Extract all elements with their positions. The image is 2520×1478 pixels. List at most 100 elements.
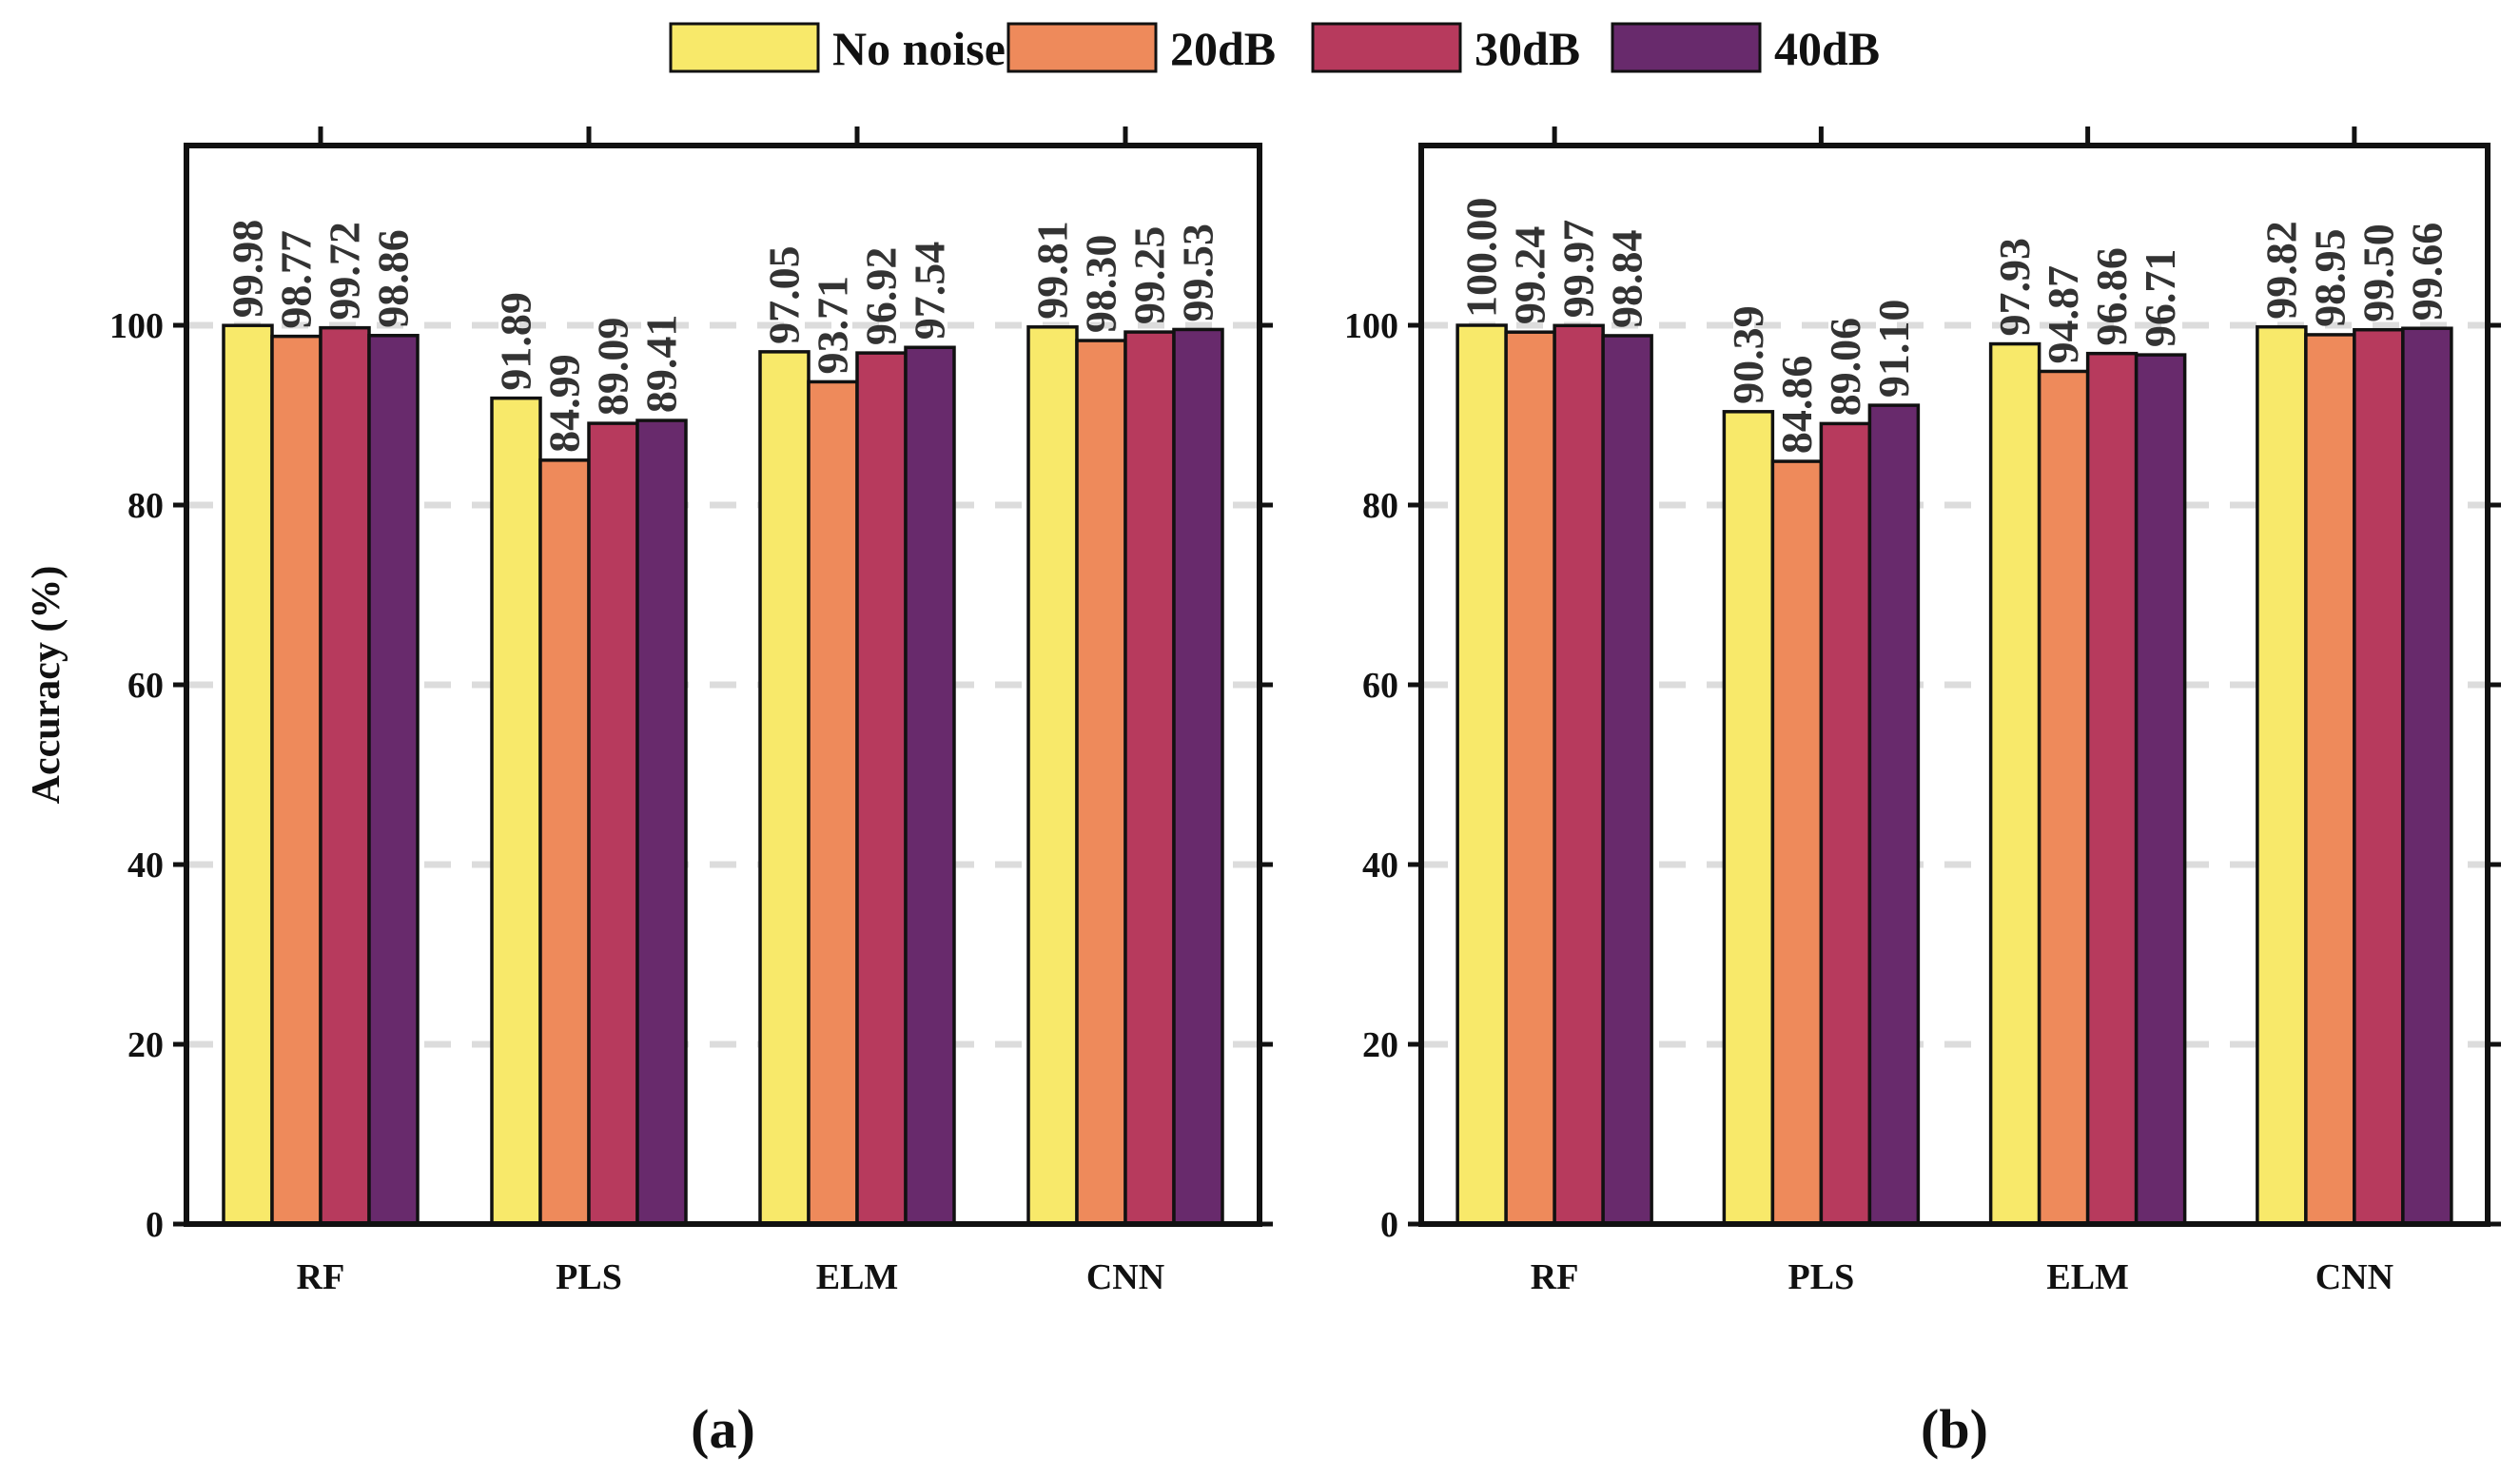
bar-cnn-no-noise: [2256, 324, 2308, 1226]
data-label: 99.97: [1554, 220, 1603, 319]
data-label: 99.82: [2256, 221, 2305, 320]
panel-label: (a): [691, 1398, 755, 1460]
data-label: 90.39: [1724, 305, 1772, 404]
data-label: 99.53: [1174, 224, 1222, 322]
legend-swatch: [1611, 22, 1762, 73]
data-label: 89.09: [589, 318, 637, 417]
legend-swatch: [669, 22, 820, 73]
x-tick-label: RF: [297, 1257, 345, 1297]
data-label: 97.93: [1990, 238, 2039, 337]
data-label: 99.24: [1506, 226, 1554, 325]
bar-pls-40db: [1867, 403, 1921, 1226]
y-axis-label: Accuracy (%): [25, 566, 68, 805]
y-tick-label: 0: [146, 1205, 164, 1245]
y-tick-label: 60: [127, 666, 164, 706]
data-label: 84.99: [540, 354, 589, 453]
bar-elm-40db: [904, 345, 956, 1226]
data-label: 99.81: [1028, 221, 1077, 320]
y-tick-label: 80: [127, 486, 164, 526]
y-tick-label: 40: [1362, 846, 1398, 885]
x-tick-label: ELM: [2046, 1257, 2129, 1297]
bar-pls-20db: [538, 458, 591, 1226]
data-label: 89.06: [1821, 318, 1869, 417]
legend-label: 40dB: [1774, 22, 1880, 75]
axes-frame: [184, 143, 1262, 1227]
data-label: 96.71: [2136, 249, 2184, 348]
data-label: 98.30: [1077, 235, 1125, 334]
panel-a: 0 20 40 60 80 100 RF 99.98 98.77 99.72 98.86 PLS 91.…: [109, 126, 1273, 1460]
data-label: 99.72: [321, 222, 369, 321]
data-label: 99.50: [2354, 224, 2402, 322]
y-tick-label: 100: [109, 306, 164, 346]
bar-elm-30db: [855, 351, 908, 1226]
y-tick-label: 20: [1362, 1025, 1398, 1065]
bar-elm-30db: [2085, 351, 2139, 1226]
bar-rf-20db: [1504, 330, 1556, 1226]
x-tick-label: ELM: [816, 1257, 899, 1297]
legend: No noise 20dB 30dB 40dB: [669, 22, 1880, 75]
legend-label: 20dB: [1170, 22, 1276, 75]
bar-elm-20db: [2037, 369, 2090, 1226]
legend-label: No noise: [832, 22, 1006, 75]
data-label: 96.92: [857, 247, 906, 346]
bar-cnn-30db: [1123, 330, 1176, 1226]
data-label: 84.86: [1772, 356, 1821, 455]
bar-elm-no-noise: [758, 350, 811, 1226]
y-tick-label: 0: [1380, 1205, 1398, 1245]
bar-pls-30db: [587, 421, 639, 1226]
data-label: 97.54: [906, 242, 954, 340]
data-label: 91.89: [492, 292, 540, 391]
bar-pls-40db: [635, 418, 688, 1226]
axes-frame: [1418, 143, 2491, 1227]
bar-pls-no-noise: [490, 396, 542, 1226]
legend-swatch: [1311, 22, 1462, 73]
data-label: 97.05: [760, 245, 809, 344]
legend-swatch: [1006, 22, 1158, 73]
x-tick-label: CNN: [2315, 1257, 2393, 1297]
data-label: 100.00: [1457, 198, 1506, 319]
bar-pls-30db: [1819, 421, 1872, 1226]
data-label: 98.95: [2305, 228, 2354, 327]
x-tick-label: PLS: [1788, 1257, 1855, 1297]
x-tick-label: CNN: [1086, 1257, 1164, 1297]
data-label: 89.41: [637, 315, 686, 414]
data-label: 99.25: [1125, 226, 1174, 325]
y-tick-label: 20: [127, 1025, 164, 1065]
bar-elm-no-noise: [1988, 341, 2041, 1226]
bar-cnn-40db: [1172, 327, 1224, 1226]
x-tick-label: RF: [1531, 1257, 1579, 1297]
bar-elm-40db: [2134, 353, 2187, 1226]
bar-elm-20db: [807, 379, 859, 1226]
data-label: 93.71: [809, 276, 857, 375]
bar-pls-no-noise: [1722, 410, 1775, 1226]
y-tick-label: 60: [1362, 666, 1398, 706]
data-label: 94.87: [2039, 265, 2087, 364]
data-label: 91.10: [1869, 300, 1918, 399]
data-label: 98.86: [369, 229, 418, 328]
bar-cnn-30db: [2353, 327, 2405, 1226]
data-label: 98.77: [272, 230, 321, 329]
bar-rf-30db: [319, 325, 371, 1226]
bar-rf-40db: [367, 334, 420, 1226]
bar-cnn-no-noise: [1026, 325, 1079, 1226]
bar-cnn-20db: [2304, 333, 2356, 1226]
y-tick-label: 80: [1362, 486, 1398, 526]
bar-cnn-20db: [1075, 339, 1127, 1226]
bar-cnn-40db: [2401, 326, 2453, 1226]
legend-label: 30dB: [1475, 22, 1580, 75]
bar-rf-no-noise: [1455, 323, 1508, 1226]
x-tick-label: PLS: [556, 1257, 622, 1297]
bar-pls-20db: [1770, 459, 1824, 1226]
data-label: 96.86: [2087, 247, 2136, 346]
bar-rf-30db: [1553, 323, 1605, 1226]
bar-rf-20db: [270, 334, 322, 1226]
panel-label: (b): [1921, 1398, 1988, 1460]
bar-rf-no-noise: [222, 323, 274, 1226]
data-label: 98.84: [1603, 229, 1651, 328]
data-label: 99.98: [224, 220, 272, 319]
panel-b: 0 20 40 60 80 100 RF 100.00 99.24 99.97 98.84 PLS 90…: [1344, 126, 2501, 1460]
y-tick-label: 100: [1344, 306, 1398, 346]
bar-rf-40db: [1601, 334, 1653, 1226]
y-tick-label: 40: [127, 846, 164, 885]
